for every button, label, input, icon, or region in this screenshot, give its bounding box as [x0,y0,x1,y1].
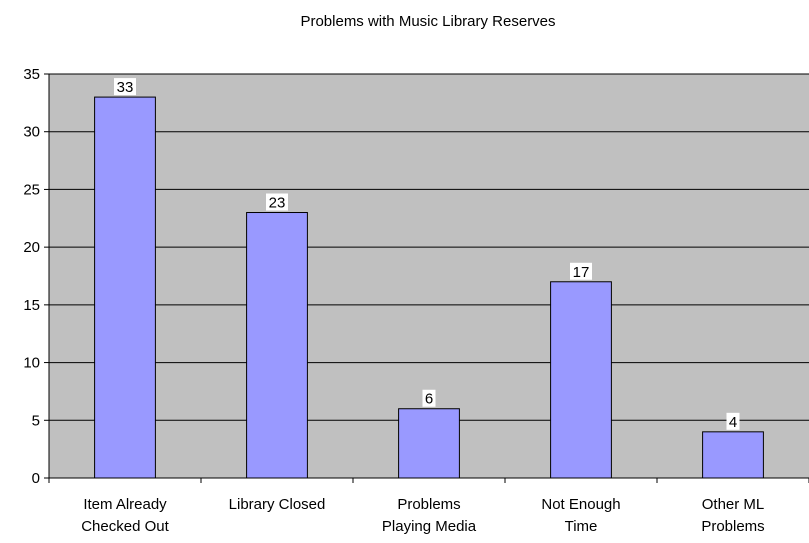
data-label-background [266,193,288,211]
x-tick-label: Item Already Checked Out [81,496,169,535]
y-tick-label: 10 [23,355,40,372]
y-tick-label: 15 [23,297,40,314]
bar [94,96,156,479]
y-tick-label: 20 [23,239,40,256]
x-tick-label-line: Checked Out [81,518,169,535]
x-tick-label: Not Enough Time [541,496,620,535]
bar [702,431,764,479]
plot-area: 0 5 10 15 20 25 30 35 33 Item Already Checked Out 2… [23,66,809,535]
data-label: 4 [729,414,737,431]
y-tick-label: 0 [32,470,40,487]
y-tick-label: 5 [32,412,40,429]
x-tick-label-line: Library Closed [229,496,326,513]
data-label: 17 [573,264,590,281]
x-tick-label-line: Item Already [83,496,167,513]
y-tick-label: 35 [23,66,40,83]
chart-title: Problems with Music Library Reserves [300,13,555,30]
data-label: 33 [117,79,134,96]
x-tick-label-line: Other ML [702,496,765,513]
data-label-background [114,78,136,96]
x-tick-label-line: Not Enough [541,496,620,513]
data-label-background [570,262,592,280]
data-label: 6 [425,391,433,408]
x-tick-label-line: Playing Media [382,518,477,535]
x-tick-label: Library Closed [229,496,326,513]
y-tick-label: 30 [23,124,40,141]
bar [246,212,308,479]
x-tick-label-line: Time [565,518,598,535]
data-label-background [726,412,740,430]
x-tick-label: Problems Playing Media [382,496,477,535]
bar [550,281,612,479]
x-tick-label-line: Problems [701,518,764,535]
y-tick-label: 25 [23,181,40,198]
x-tick-label: Other ML Problems [701,496,764,535]
x-tick-label-line: Problems [397,496,460,513]
bar [398,408,460,479]
data-label: 23 [269,195,286,212]
data-label-background [422,389,436,407]
